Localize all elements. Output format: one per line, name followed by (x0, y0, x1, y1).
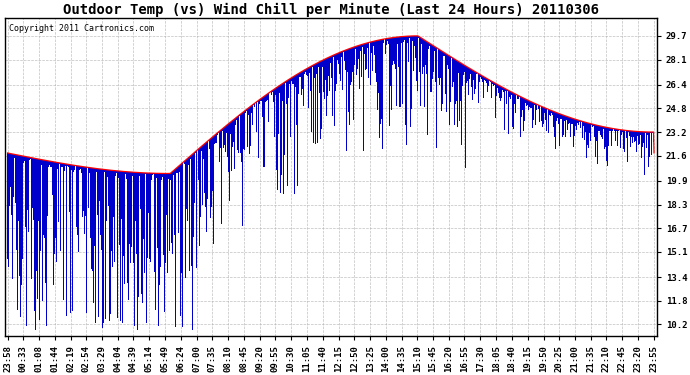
Title: Outdoor Temp (vs) Wind Chill per Minute (Last 24 Hours) 20110306: Outdoor Temp (vs) Wind Chill per Minute … (63, 3, 599, 17)
Text: Copyright 2011 Cartronics.com: Copyright 2011 Cartronics.com (9, 24, 154, 33)
